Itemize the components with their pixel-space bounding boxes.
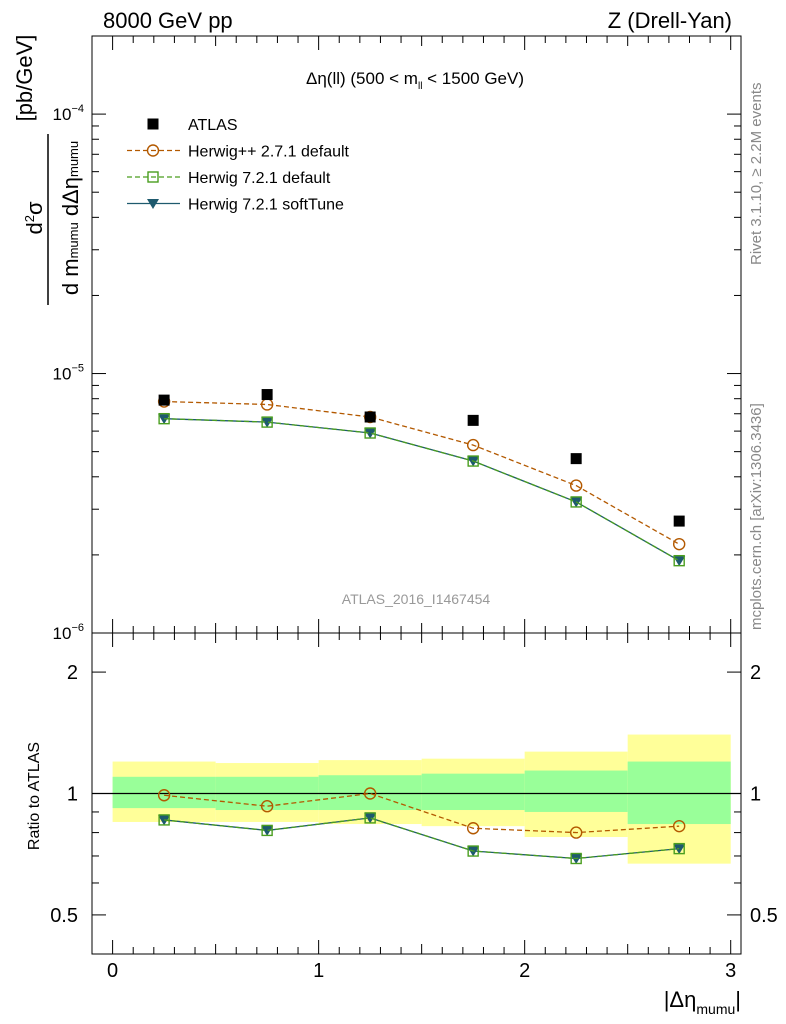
rivet-label: Rivet 3.1.10, ≥ 2.2M events	[748, 83, 765, 266]
legend-marker	[147, 199, 159, 209]
main-series-point	[158, 412, 170, 425]
header-left: 8000 GeV pp	[103, 8, 233, 33]
uncertainty-band-inner	[627, 761, 731, 825]
main-title: Δη(ll) (500 < mll < 1500 GeV)	[306, 69, 524, 92]
legend-marker	[147, 171, 159, 183]
main-series-point	[570, 453, 582, 465]
y-tick-label: 10−5	[53, 363, 84, 384]
main-series-point	[672, 537, 686, 551]
legend: ATLAS Herwig++ 2.7.1 default Herwig 7.2.1 …	[127, 117, 350, 214]
ratio-series-point	[364, 812, 376, 824]
ratio-y-tick-label-right: 0.5	[750, 905, 778, 927]
legend-label: Herwig++ 2.7.1 default	[188, 144, 350, 161]
main-series-point	[673, 554, 685, 567]
ratio-series-point	[364, 813, 377, 824]
ratio-series-point	[261, 825, 274, 836]
main-series-point	[569, 479, 583, 492]
main-series-point	[570, 496, 582, 508]
uncertainty-band-inner	[421, 773, 525, 811]
main-series-point	[261, 416, 273, 428]
ratio-y-tick-label-right: 1	[750, 784, 761, 806]
mcplots-label: mcplots.cern.ch [arXiv:1306.3436]	[748, 403, 765, 630]
main-series-point	[261, 389, 273, 401]
main-series-point	[364, 427, 376, 439]
ratio-plot-area: 0.5 0.5 1 1 2 2 0 1 2 3	[50, 633, 778, 982]
y-tick-label-exp: −5	[71, 363, 84, 375]
ratio-series-point	[157, 789, 171, 802]
main-series-line	[164, 418, 680, 562]
y-tick-label-base: 10	[53, 365, 72, 384]
ratio-x-label: |Δηmumu|	[664, 987, 741, 1017]
legend-label: Herwig 7.2.1 softTune	[188, 197, 344, 214]
ratio-series-point	[363, 787, 377, 800]
main-series-point	[673, 515, 685, 527]
main-series-line	[164, 418, 680, 562]
ratio-series-point	[570, 852, 582, 865]
y-tick-label-base: 10	[53, 105, 72, 124]
ratio-series-point	[467, 845, 479, 857]
watermark: ATLAS_2016_I1467454	[342, 591, 491, 607]
ratio-y-tick-label-right: 2	[750, 662, 761, 684]
y-label-unit: [pb/GeV]	[12, 35, 37, 122]
ratio-x-tick-label: 2	[519, 960, 530, 982]
y-label-denominator: d mmumu dΔηmumu	[58, 141, 83, 295]
ratio-x-tick-label: 1	[313, 960, 324, 982]
y-tick-label-base: 10	[53, 624, 72, 643]
y-tick-label-exp: −6	[71, 622, 84, 634]
ratio-y-tick-label-left: 2	[67, 662, 78, 684]
ratio-panel: 0.5 0.5 1 1 2 2 0 1 2 3 Ratio to ATLAS |Δηmumu|	[26, 632, 778, 1017]
ratio-series-point	[569, 826, 583, 839]
uncertainty-band-inner	[318, 775, 422, 811]
legend-marker	[146, 144, 160, 157]
main-series-point	[364, 428, 377, 439]
y-tick-label: 10−6	[53, 622, 84, 643]
uncertainty-band-inner	[524, 770, 628, 812]
main-plot-area: 10−610−510−4	[53, 35, 741, 643]
main-panel: 10−610−510−4 Δη(ll) (500 < mll < 1500 Ge…	[12, 35, 742, 643]
main-series-point	[261, 417, 274, 428]
ratio-frame	[91, 632, 742, 955]
ratio-series-point	[260, 800, 274, 813]
ratio-series-point	[672, 819, 686, 833]
header-right: Z (Drell-Yan)	[608, 8, 732, 33]
y-tick-label-exp: −4	[71, 103, 84, 115]
main-y-label: d2σ d mmumu dΔηmumu [pb/GeV]	[12, 35, 83, 305]
main-series-point	[364, 411, 376, 423]
ratio-series-point	[261, 824, 273, 837]
main-series-point	[158, 394, 170, 406]
ratio-series-line	[164, 817, 680, 860]
ratio-x-tick-label: 0	[107, 960, 118, 982]
y-tick-label: 10−4	[53, 103, 84, 124]
legend-label: Herwig 7.2.1 default	[188, 170, 331, 187]
main-series-point	[467, 455, 479, 467]
legend-marker	[147, 118, 159, 130]
y-label-numerator: d2σ	[22, 201, 47, 234]
ratio-series-line	[164, 792, 680, 834]
main-series-point	[466, 438, 480, 452]
ratio-series-point	[158, 814, 170, 826]
legend-label: ATLAS	[188, 117, 238, 134]
ratio-y-tick-label-left: 1	[67, 784, 78, 806]
main-series-line	[164, 400, 680, 545]
ratio-y-tick-label-left: 0.5	[50, 905, 78, 927]
ratio-series-point	[673, 842, 685, 855]
uncertainty-band-inner	[112, 776, 216, 809]
ratio-x-tick-label: 3	[725, 960, 736, 982]
main-series-point	[467, 414, 479, 426]
ratio-y-label: Ratio to ATLAS	[26, 742, 43, 850]
ratio-series-point	[466, 822, 480, 835]
